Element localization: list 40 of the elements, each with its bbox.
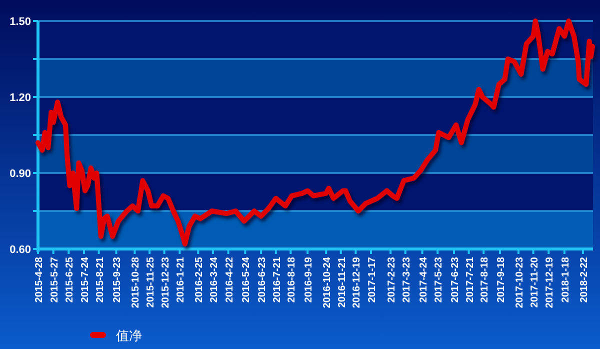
x-tick-label: 2015-5-27 [49,256,60,303]
x-tick-label: 2016-5-24 [241,256,252,303]
x-tick-label: 2015-7-24 [80,256,91,303]
x-tick-label: 2018-2-22 [578,256,590,303]
y-tick-label: 1.50 [10,16,31,28]
x-tick-label: 2017-4-24 [418,256,430,303]
x-tick-label: 2015-9-23 [112,256,124,303]
x-tick-label: 2017-2-23 [386,256,398,303]
x-tick-label: 2017-5-23 [434,256,445,303]
x-tick-label: 2016-6-23 [257,256,268,303]
x-tick-label: 2016-11-21 [336,256,348,308]
x-tick-label: 2016-2-25 [194,256,206,303]
x-tick-label: 2018-1-18 [560,256,572,303]
y-tick-label: 1.20 [10,92,31,104]
x-tick-label: 2017-6-23 [450,256,461,303]
x-tick-label: 2015-4-28 [34,256,45,303]
x-tick-label: 2017-8-18 [480,256,491,303]
x-tick-label: 2016-3-24 [208,256,220,303]
y-tick-label: 0.90 [10,168,31,180]
x-tick-label: 2016-8-18 [286,256,298,303]
x-tick-label: 2016-1-21 [176,256,187,303]
x-tick-label: 2016-7-21 [272,256,283,303]
y-tick-label: 0.60 [10,244,31,256]
x-tick-label: 2017-12-19 [544,256,556,308]
x-tick-label: 2015-8-21 [94,256,106,303]
x-tick-label: 2017-11-20 [529,256,540,308]
x-tick-label: 2015-10-28 [130,256,142,308]
x-tick-label: 2017-9-18 [496,256,507,303]
x-tick-label: 2016-9-19 [304,256,315,303]
x-tick-label: 2017-10-23 [514,256,526,308]
x-tick-label: 2016-10-24 [322,256,334,308]
x-tick-label: 2015-11-25 [146,256,157,308]
x-tick-label: 2017-7-21 [464,256,476,303]
x-tick-label: 2015-6-25 [64,256,76,303]
x-tick-label: 2015-12-23 [160,256,172,308]
legend-label: 值净 [116,328,142,343]
x-tick-label: 2017-3-23 [401,256,412,303]
x-tick-label: 2016-4-22 [224,256,236,303]
x-tick-label: 2017-1-17 [367,256,378,303]
x-tick-label: 2016-12-19 [352,256,363,308]
